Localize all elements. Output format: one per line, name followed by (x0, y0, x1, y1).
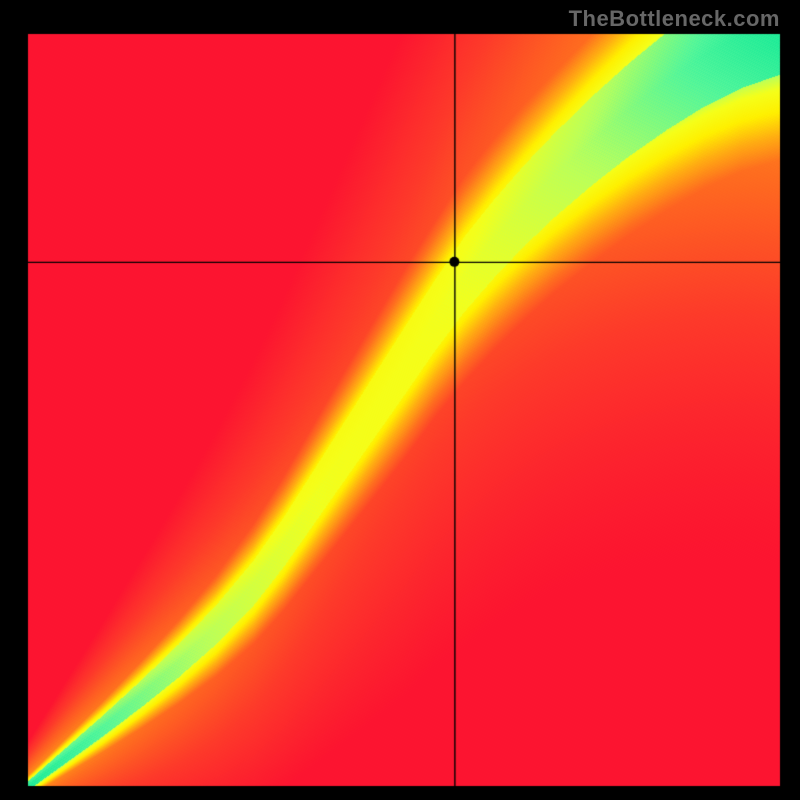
watermark-text: TheBottleneck.com (569, 6, 780, 32)
bottleneck-heatmap (0, 0, 800, 800)
chart-container: TheBottleneck.com (0, 0, 800, 800)
